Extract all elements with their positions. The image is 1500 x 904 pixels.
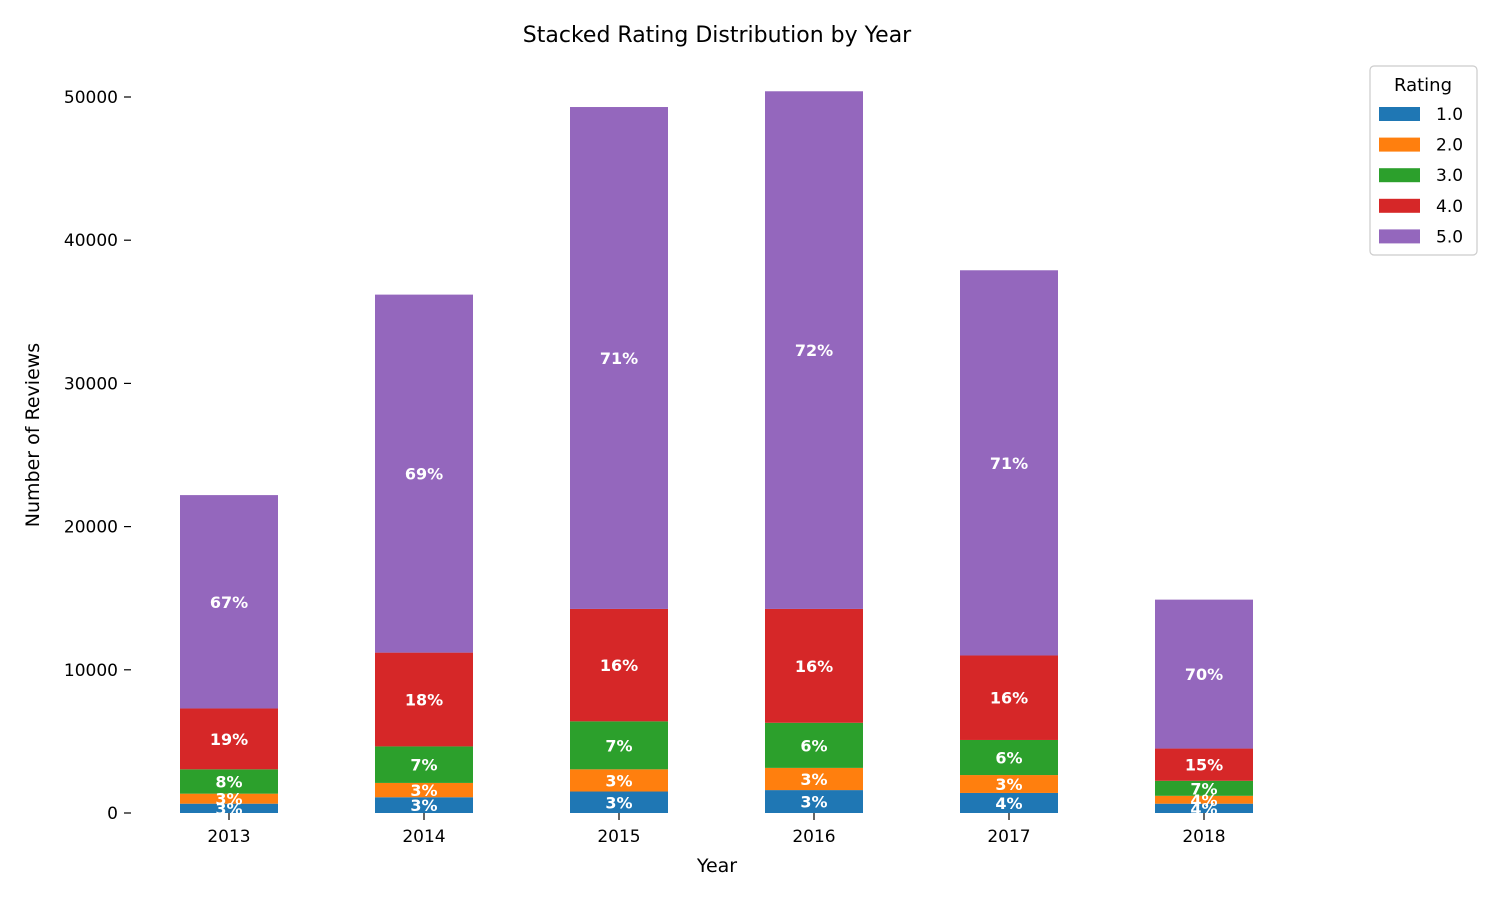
- segment-percent-label: 3%: [215, 790, 242, 809]
- bar-segment: [570, 791, 668, 813]
- bar-segment: [960, 739, 1058, 776]
- segment-percent-label: 15%: [1185, 756, 1223, 775]
- y-axis-label: Number of Reviews: [22, 343, 44, 527]
- segment-percent-label: 3%: [800, 770, 827, 789]
- segment-percent-label: 7%: [605, 736, 632, 755]
- segment-percent-label: 4%: [1190, 791, 1217, 810]
- bar-segment: [765, 767, 863, 791]
- bar-segment: [765, 790, 863, 813]
- segment-percent-label: 69%: [405, 465, 443, 484]
- y-tick-label: 0: [107, 804, 118, 824]
- bar-segment: [180, 793, 278, 804]
- segment-labels: 3%3%8%19%67%3%3%7%18%69%3%3%7%16%71%3%3%…: [210, 341, 1223, 818]
- segment-percent-label: 3%: [410, 796, 437, 815]
- y-tick-label: 10000: [64, 661, 118, 681]
- y-tick-label: 50000: [64, 88, 118, 108]
- y-tick-label: 30000: [64, 374, 118, 394]
- segment-percent-label: 3%: [605, 793, 632, 812]
- segment-percent-label: 6%: [800, 736, 827, 755]
- segment-percent-label: 3%: [995, 775, 1022, 794]
- bar-segment: [765, 722, 863, 768]
- bar-segment: [960, 270, 1058, 656]
- segment-percent-label: 3%: [605, 771, 632, 790]
- legend-items: 1.0 2.0 3.0 4.0 5.0: [1379, 105, 1463, 247]
- bar-segment: [375, 294, 473, 653]
- segment-percent-label: 7%: [410, 756, 437, 775]
- x-tick-label: 2013: [207, 827, 250, 847]
- y-tick-label: 20000: [64, 518, 118, 538]
- bar-segment: [1155, 748, 1253, 781]
- legend-swatch: [1379, 107, 1420, 121]
- bar-segment: [960, 655, 1058, 740]
- bar-segment: [570, 769, 668, 792]
- x-tick-label: 2016: [792, 827, 835, 847]
- legend-label: 2.0: [1436, 136, 1463, 156]
- x-axis-label: Year: [696, 855, 737, 877]
- legend-swatch: [1379, 198, 1420, 213]
- bar-segment: [1155, 780, 1253, 796]
- y-tick-label: 40000: [64, 231, 118, 251]
- segment-percent-label: 4%: [995, 794, 1022, 813]
- legend-label: 1.0: [1436, 105, 1463, 125]
- bar-segment: [180, 708, 278, 770]
- x-tick-label: 2014: [402, 827, 445, 847]
- bar-segment: [375, 746, 473, 783]
- legend-swatch: [1379, 168, 1420, 183]
- bar-segment: [375, 782, 473, 798]
- segment-percent-label: 3%: [215, 799, 242, 818]
- bar-segment: [180, 495, 278, 709]
- legend: Rating 1.0 2.0 3.0 4.0 5.0: [1369, 65, 1478, 256]
- segment-percent-label: 70%: [1185, 665, 1223, 684]
- legend-label: 5.0: [1436, 227, 1463, 247]
- bar-segment: [570, 721, 668, 770]
- bar-segment: [960, 775, 1058, 793]
- segment-percent-label: 3%: [800, 793, 827, 812]
- segment-percent-label: 18%: [405, 691, 443, 710]
- segment-percent-label: 67%: [210, 593, 248, 612]
- segment-percent-label: 72%: [795, 341, 833, 360]
- bar-segment: [1155, 599, 1253, 749]
- segment-percent-label: 16%: [795, 657, 833, 676]
- segment-percent-label: 6%: [995, 749, 1022, 768]
- segment-percent-label: 3%: [410, 781, 437, 800]
- legend-label: 3.0: [1436, 166, 1463, 186]
- legend-label: 4.0: [1436, 197, 1463, 217]
- bar-segment: [375, 797, 473, 813]
- segment-percent-label: 16%: [990, 689, 1028, 708]
- bar-segment: [1155, 803, 1253, 813]
- segment-percent-label: 71%: [990, 454, 1028, 473]
- legend-title: Rating: [1394, 75, 1452, 96]
- bar-segment: [570, 608, 668, 722]
- bar-segment: [1155, 795, 1253, 804]
- x-tick-label: 2018: [1182, 827, 1225, 847]
- segment-percent-label: 8%: [215, 772, 242, 791]
- segment-percent-label: 19%: [210, 730, 248, 749]
- bar-segment: [375, 652, 473, 747]
- x-tick-label: 2015: [597, 827, 640, 847]
- segment-percent-label: 7%: [1190, 779, 1217, 798]
- chart-title: Stacked Rating Distribution by Year: [523, 23, 912, 48]
- segment-percent-label: 16%: [600, 656, 638, 675]
- segment-percent-label: 71%: [600, 349, 638, 368]
- legend-swatch: [1379, 137, 1420, 152]
- bar-segment: [765, 91, 863, 609]
- x-axis: 2013 2014 2015 2016 2017 2018: [207, 813, 1226, 847]
- bar-segment: [765, 608, 863, 723]
- segment-percent-label: 4%: [1190, 799, 1217, 818]
- x-tick-label: 2017: [987, 827, 1030, 847]
- bar-segment: [570, 107, 668, 609]
- y-axis: 0 10000 20000 30000 40000 50000: [64, 88, 131, 824]
- bars: [180, 91, 1253, 813]
- legend-swatch: [1379, 229, 1420, 244]
- bar-segment: [180, 769, 278, 794]
- bar-segment: [960, 792, 1058, 813]
- bar-segment: [180, 803, 278, 813]
